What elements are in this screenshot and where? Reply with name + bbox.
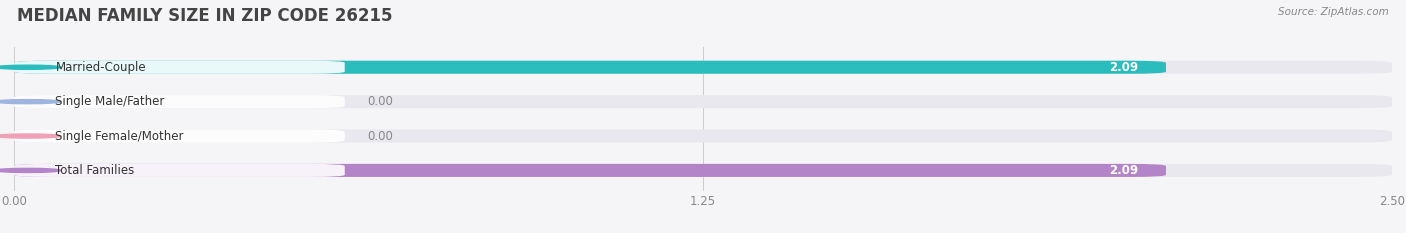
Text: 0.00: 0.00 [367, 95, 392, 108]
FancyBboxPatch shape [14, 164, 1392, 177]
FancyBboxPatch shape [14, 95, 344, 108]
Text: 2.09: 2.09 [1109, 61, 1139, 74]
Text: MEDIAN FAMILY SIZE IN ZIP CODE 26215: MEDIAN FAMILY SIZE IN ZIP CODE 26215 [17, 7, 392, 25]
Circle shape [0, 65, 60, 69]
FancyBboxPatch shape [14, 95, 1392, 108]
Text: Single Male/Father: Single Male/Father [55, 95, 165, 108]
Text: Married-Couple: Married-Couple [55, 61, 146, 74]
Text: Total Families: Total Families [55, 164, 135, 177]
Text: 0.00: 0.00 [367, 130, 392, 143]
FancyBboxPatch shape [14, 61, 1166, 74]
Text: Single Female/Mother: Single Female/Mother [55, 130, 184, 143]
Text: 2.09: 2.09 [1109, 164, 1139, 177]
FancyBboxPatch shape [14, 130, 1392, 143]
Circle shape [0, 99, 60, 104]
FancyBboxPatch shape [14, 164, 1166, 177]
FancyBboxPatch shape [14, 164, 344, 177]
FancyBboxPatch shape [14, 130, 344, 143]
Circle shape [0, 168, 60, 172]
FancyBboxPatch shape [14, 61, 344, 74]
Circle shape [0, 134, 60, 138]
FancyBboxPatch shape [14, 61, 1392, 74]
Text: Source: ZipAtlas.com: Source: ZipAtlas.com [1278, 7, 1389, 17]
